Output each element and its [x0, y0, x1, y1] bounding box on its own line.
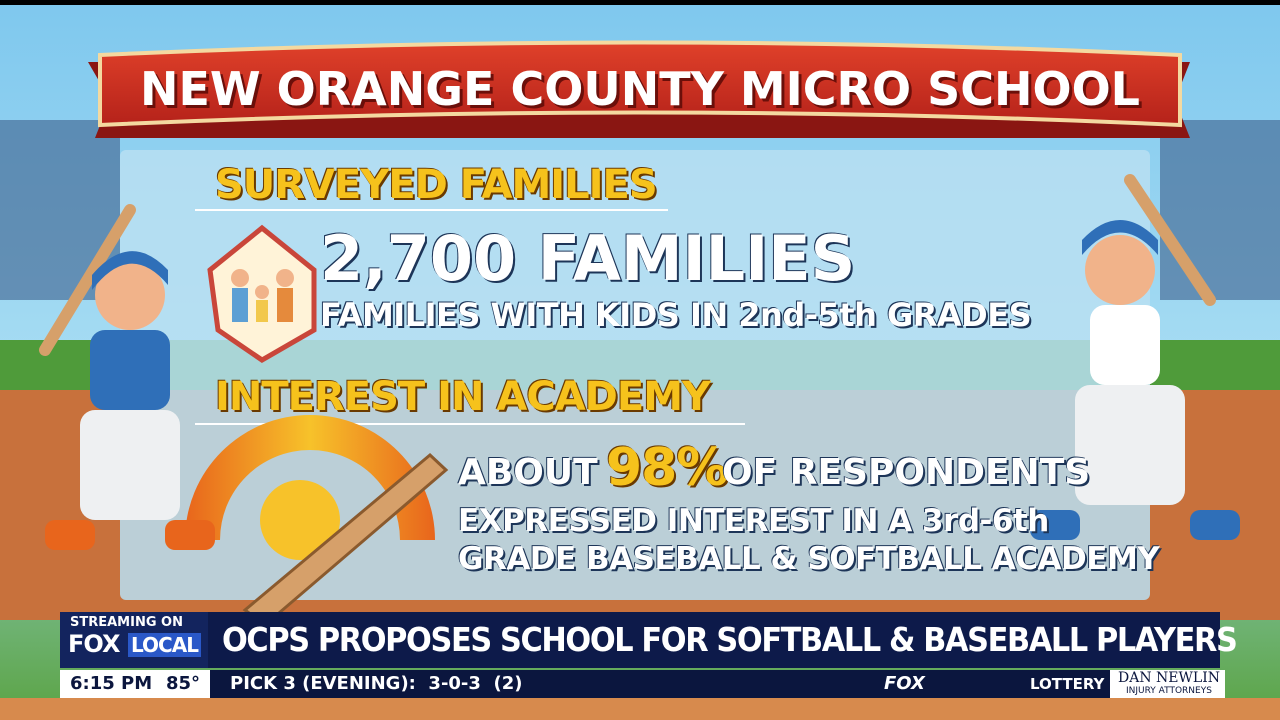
interest-trail: OF RESPONDENTS: [722, 452, 1091, 493]
banner-title: NEW ORANGE COUNTY MICRO SCHOOL: [139, 62, 1140, 116]
section-heading: SURVEYED FAMILIES: [215, 162, 658, 208]
sponsor-sub: INJURY ATTORNEYS: [1126, 686, 1212, 696]
interest-detail: EXPRESSED INTEREST IN A 3rd-6th: [458, 503, 1049, 539]
ticker-category: LOTTERY: [1030, 675, 1105, 693]
ticker-temp: 85°: [166, 673, 201, 694]
sponsor: DAN NEWLIN: [1118, 670, 1220, 686]
ticker-network: FOX: [884, 673, 925, 694]
interest-stat: 98%: [606, 438, 728, 498]
interest-detail: GRADE BASEBALL & SOFTBALL ACADEMY: [458, 541, 1160, 577]
bug-local: LOCAL: [128, 633, 201, 657]
bug-top: STREAMING ON: [70, 615, 183, 630]
families-detail: FAMILIES WITH KIDS IN 2nd-5th GRADES: [320, 296, 1032, 334]
headline: OCPS PROPOSES SCHOOL FOR SOFTBALL & BASE…: [222, 620, 1238, 659]
family-icon: [207, 224, 317, 363]
lower-third-bar: [60, 612, 1220, 668]
ticker-time: 6:15 PM: [70, 673, 153, 694]
interest-lead: ABOUT: [458, 452, 598, 493]
bug-fox: FOX: [68, 630, 120, 658]
ticker-item: PICK 3 (EVENING): 3-0-3 (2): [230, 673, 523, 694]
title-ribbon: [98, 40, 1182, 128]
player-right: [1030, 174, 1240, 540]
info-panel: [120, 150, 1150, 600]
section-heading: INTEREST IN ACADEMY: [215, 374, 711, 420]
player-left: [39, 204, 215, 550]
gauge-icon: [185, 415, 449, 627]
families-stat: 2,700 FAMILIES: [320, 222, 856, 295]
